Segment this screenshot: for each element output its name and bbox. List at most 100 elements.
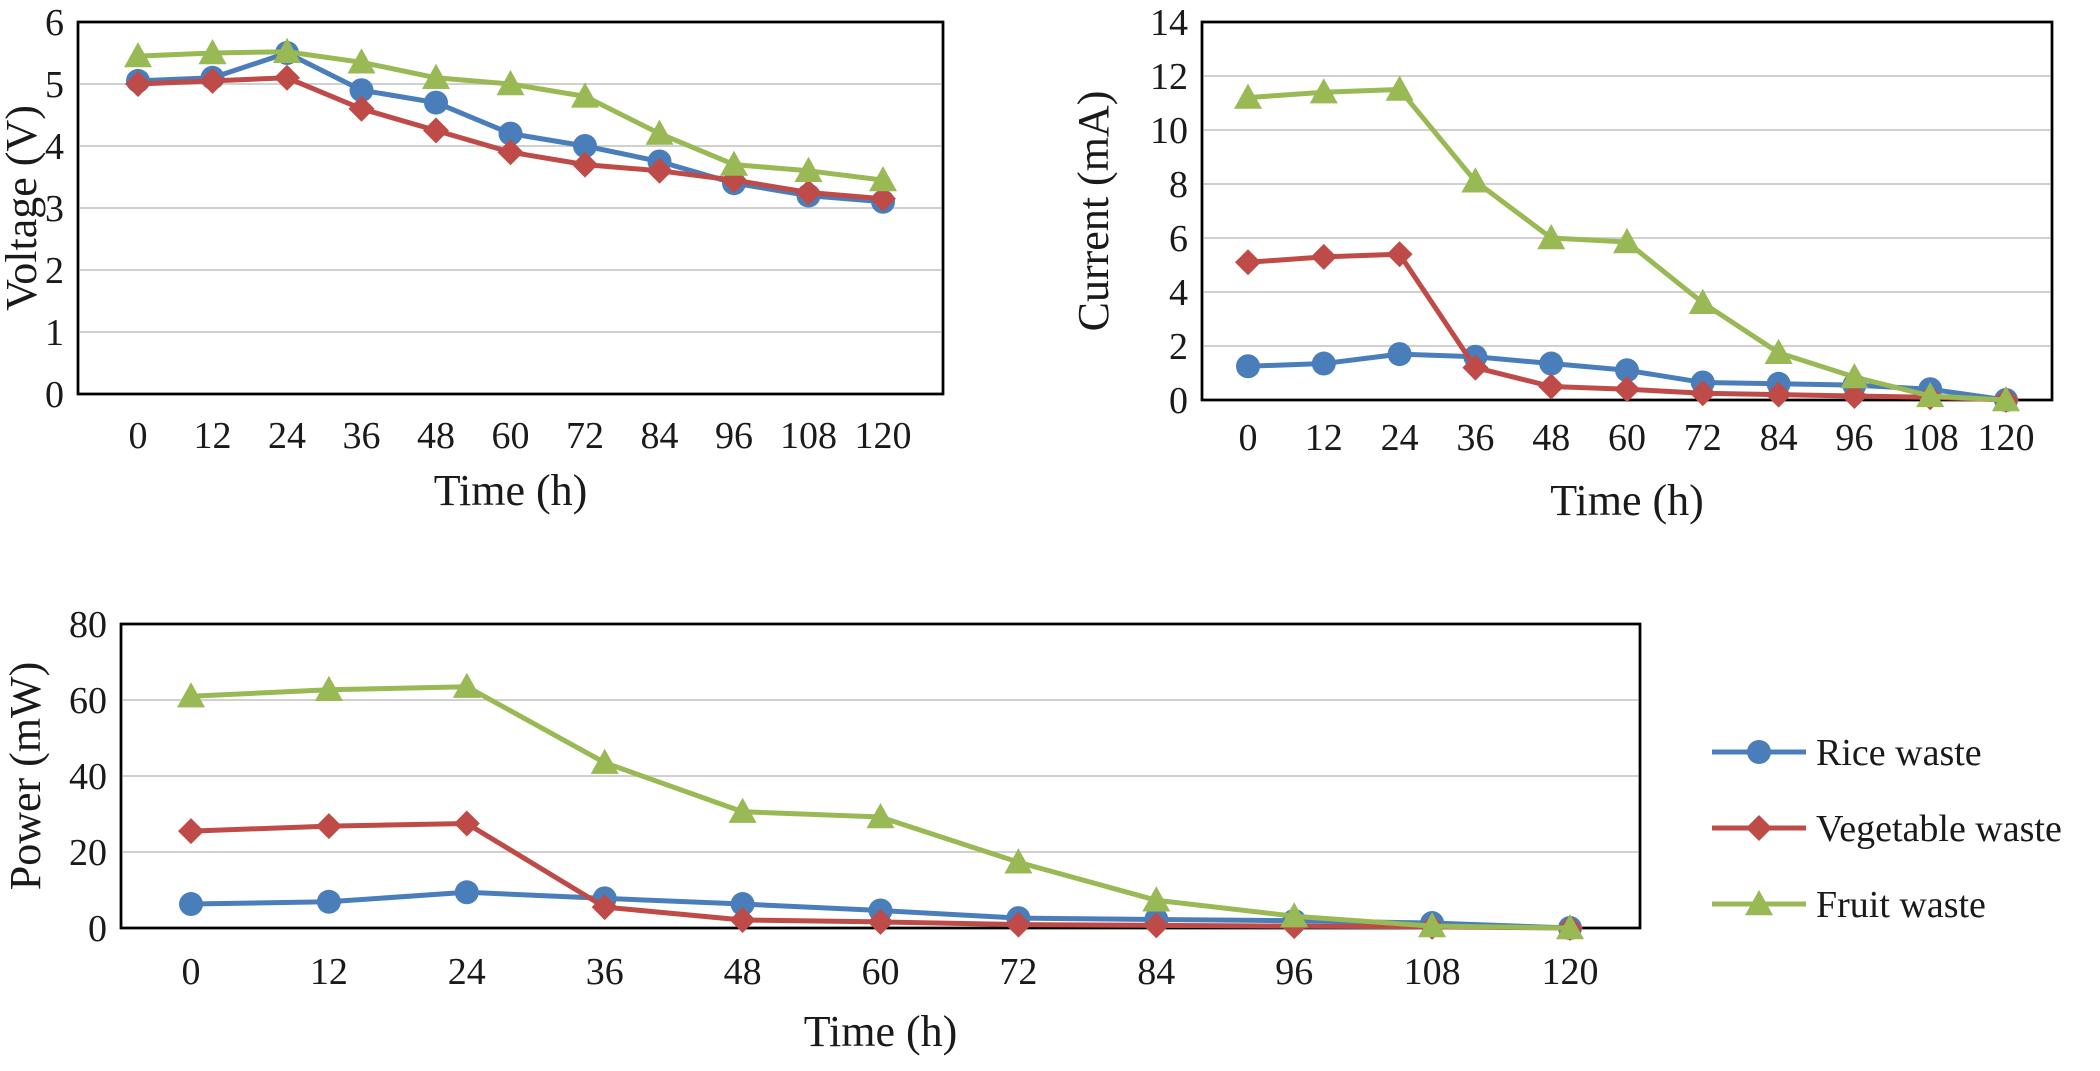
power-rice-waste-point xyxy=(316,889,341,914)
power-x-tick-label: 84 xyxy=(1137,951,1175,993)
voltage-x-tick-label: 12 xyxy=(194,415,232,457)
power-fruit-waste-point xyxy=(728,797,757,823)
current-vegetable-waste-point xyxy=(1386,241,1413,268)
voltage-rice-waste-point xyxy=(349,78,374,103)
power-x-tick-label: 0 xyxy=(182,951,201,993)
voltage-x-axis-title: Time (h) xyxy=(434,466,588,515)
power-rice-waste-point xyxy=(730,892,755,917)
voltage-fruit-waste-point xyxy=(794,156,823,182)
voltage-y-tick-label: 1 xyxy=(45,312,64,354)
voltage-x-tick-label: 24 xyxy=(268,415,306,457)
power-vegetable-waste-point xyxy=(453,810,480,837)
current-rice-waste-point xyxy=(1615,358,1639,383)
power-x-tick-label: 96 xyxy=(1275,951,1313,993)
current-fruit-waste-point xyxy=(1385,75,1414,101)
voltage-fruit-waste-point xyxy=(496,70,525,96)
current-vegetable-waste-point xyxy=(1765,381,1792,408)
current-vegetable-waste-point xyxy=(1235,249,1261,276)
current-y-tick-label: 12 xyxy=(1150,56,1188,98)
current-x-tick-label: 108 xyxy=(1902,417,1959,459)
current-fruit-waste-point xyxy=(1461,167,1490,193)
power-y-axis-title: Power (mW) xyxy=(1,662,50,891)
current-x-axis-title: Time (h) xyxy=(1550,476,1704,525)
legend-label: Rice waste xyxy=(1816,732,1982,774)
voltage-vegetable-waste-point xyxy=(572,151,598,178)
current-x-tick-label: 120 xyxy=(1978,417,2035,459)
power-x-tick-label: 120 xyxy=(1542,951,1599,993)
current-fruit-waste-point xyxy=(1613,228,1641,254)
power-y-tick-label: 80 xyxy=(69,604,107,646)
power-x-tick-label: 36 xyxy=(586,951,624,993)
voltage-x-tick-label: 0 xyxy=(129,415,148,457)
voltage-vegetable-waste-point xyxy=(870,185,896,212)
legend-item-rice-waste: Rice waste xyxy=(1712,732,1982,774)
voltage-y-tick-label: 0 xyxy=(45,374,64,416)
legend-swatch-marker xyxy=(1745,890,1773,916)
voltage-fruit-waste-point xyxy=(645,119,674,145)
power-x-tick-label: 48 xyxy=(724,951,762,993)
voltage-fruit-waste-point xyxy=(571,82,599,108)
current-fruit-waste-point xyxy=(1309,78,1338,104)
current-y-tick-label: 10 xyxy=(1150,110,1188,152)
power-vegetable-waste-point xyxy=(315,813,342,840)
voltage-vegetable-waste-point xyxy=(125,71,151,97)
voltage-y-tick-label: 6 xyxy=(45,2,64,44)
power-fruit-waste-point xyxy=(1418,912,1447,938)
legend-item-vegetable-waste: Vegetable waste xyxy=(1712,808,2062,850)
current-fruit-waste-point xyxy=(1916,381,1945,408)
current-y-tick-label: 8 xyxy=(1169,164,1188,206)
voltage-plot-frame xyxy=(76,20,945,396)
current-x-tick-label: 72 xyxy=(1684,417,1722,459)
current-plot-area xyxy=(1200,20,2054,402)
voltage-rice-waste-point xyxy=(498,121,523,146)
power-x-tick-label: 108 xyxy=(1404,951,1461,993)
current-vegetable-waste-point xyxy=(1538,373,1565,400)
current-x-tick-label: 36 xyxy=(1456,417,1494,459)
voltage-x-tick-label: 108 xyxy=(780,415,837,457)
power-fruit-waste-point xyxy=(1004,848,1033,874)
power-fruit-waste-point xyxy=(452,672,481,698)
current-fruit-waste-point xyxy=(1234,83,1262,109)
current-rice-waste-point xyxy=(1311,351,1336,376)
current-fruit-waste-point xyxy=(1840,363,1869,389)
power-fruit-waste-point xyxy=(177,682,205,708)
power-fruit-waste-point xyxy=(1556,914,1584,940)
current-x-tick-label: 24 xyxy=(1381,417,1419,459)
voltage-vegetable-waste-point xyxy=(795,179,822,206)
voltage-vegetable-waste-point xyxy=(274,64,300,91)
voltage-fruit-waste-point xyxy=(869,166,897,192)
current-x-tick-label: 0 xyxy=(1239,417,1258,459)
current-x-tick-label: 48 xyxy=(1532,417,1570,459)
power-y-tick-label: 40 xyxy=(69,756,107,798)
current-vegetable-waste-point xyxy=(1310,243,1337,270)
voltage-vegetable-waste-point xyxy=(199,67,226,94)
voltage-fruit-waste-point xyxy=(124,42,152,68)
current-x-tick-label: 96 xyxy=(1835,417,1873,459)
power-fruit-waste-point xyxy=(590,748,619,774)
power-rice-waste-point xyxy=(179,892,203,917)
voltage-y-axis-title: Voltage (V) xyxy=(0,105,46,311)
voltage-fruit-waste-point xyxy=(347,48,376,74)
voltage-fruit-waste-point xyxy=(273,37,301,63)
voltage-x-tick-label: 96 xyxy=(715,415,753,457)
voltage-fruit-waste-point xyxy=(422,63,450,89)
voltage-x-tick-label: 60 xyxy=(492,415,530,457)
voltage-y-tick-label: 3 xyxy=(45,188,64,230)
power-vegetable-waste-point xyxy=(1143,912,1170,939)
current-vegetable-waste-point xyxy=(1689,380,1716,407)
power-x-tick-label: 12 xyxy=(310,951,348,993)
voltage-x-tick-label: 84 xyxy=(641,415,679,457)
voltage-x-tick-label: 120 xyxy=(855,415,912,457)
legend-item-fruit-waste: Fruit waste xyxy=(1712,884,1986,926)
voltage-y-tick-label: 5 xyxy=(45,64,64,106)
current-fruit-waste-point xyxy=(1688,288,1717,314)
power-rice-waste-point xyxy=(454,880,479,905)
current-fruit-waste-point xyxy=(1992,386,2020,412)
power-fruit-waste-point xyxy=(866,803,895,829)
current-x-tick-label: 60 xyxy=(1608,417,1646,459)
current-rice-waste-point xyxy=(1539,351,1564,376)
power-vegetable-waste-point xyxy=(729,907,756,934)
voltage-x-tick-label: 72 xyxy=(566,415,604,457)
current-rice-waste-point xyxy=(1236,354,1260,379)
current-fruit-waste-point xyxy=(1537,224,1566,250)
